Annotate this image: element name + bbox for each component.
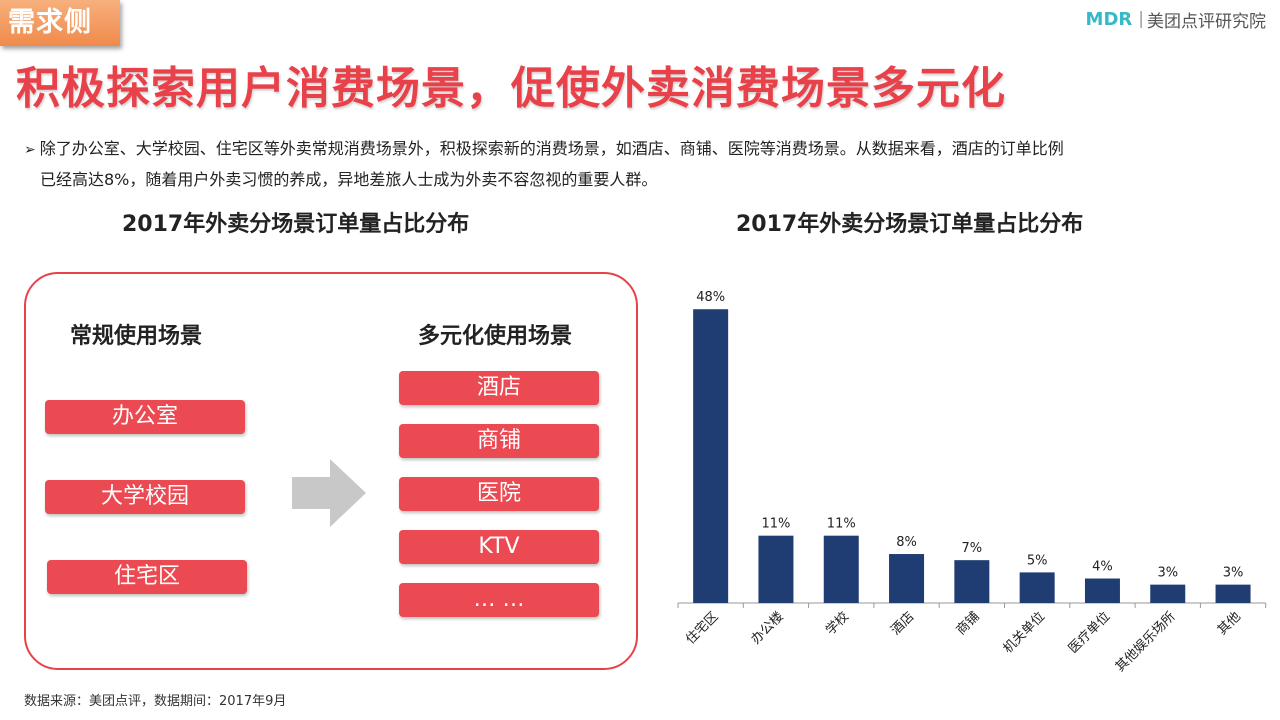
data-label-2: 11% xyxy=(827,517,856,532)
section-tag: 需求侧 xyxy=(0,0,120,46)
data-label-4: 7% xyxy=(962,541,983,556)
bar-1 xyxy=(758,535,794,603)
data-label-8: 3% xyxy=(1223,566,1244,581)
x-tick-label-7: 其他娱乐场所 xyxy=(1113,609,1179,675)
right-arrow-icon xyxy=(292,459,366,527)
regular-item-residential: 住宅区 xyxy=(47,560,247,594)
x-tick-label-6: 医疗单位 xyxy=(1066,609,1113,656)
x-tick-label-8: 其他 xyxy=(1215,609,1244,638)
bar-4 xyxy=(954,560,990,603)
description-line-2: 已经高达8%，随着用户外卖习惯的养成，异地差旅人士成为外卖不容忽视的重要人群。 xyxy=(40,170,658,189)
diverse-item-shop: 商铺 xyxy=(399,424,599,458)
bar-2 xyxy=(823,535,859,603)
bar-8 xyxy=(1215,584,1251,603)
logo-text: 美团点评研究院 xyxy=(1147,11,1266,32)
description-line-1: 除了办公室、大学校园、住宅区等外卖常规消费场景外，积极探索新的消费场景，如酒店、… xyxy=(39,139,1064,158)
regular-item-campus: 大学校园 xyxy=(45,480,245,514)
x-tick-label-4: 商铺 xyxy=(954,609,983,638)
diverse-item-more: … … xyxy=(399,583,599,617)
scenario-bar-chart: 48% 住宅区 11% 办公楼 11% 学校 8% 酒店 7% 商铺 5% 机关单位 4% 医疗单位 3% 其… xyxy=(677,290,1267,675)
bar-0 xyxy=(693,309,729,603)
data-label-1: 11% xyxy=(761,517,790,532)
logo-separator: | xyxy=(1138,9,1144,29)
data-label-3: 8% xyxy=(896,535,917,550)
diverse-item-ktv: KTV xyxy=(399,530,599,564)
x-tick-label-2: 学校 xyxy=(822,609,852,639)
x-tick-label-5: 机关单位 xyxy=(1001,609,1048,656)
data-source-note: 数据来源：美团点评，数据期间：2017年9月 xyxy=(24,694,287,709)
regular-scenarios-heading: 常规使用场景 xyxy=(70,324,203,349)
diverse-item-hospital: 医院 xyxy=(399,477,599,511)
bullet-icon: ➢ xyxy=(24,142,36,158)
diverse-scenarios-heading: 多元化使用场景 xyxy=(418,324,573,349)
x-tick-label-0: 住宅区 xyxy=(683,609,721,647)
x-tick-label-3: 酒店 xyxy=(888,609,917,638)
data-label-6: 4% xyxy=(1092,560,1113,575)
left-panel-title: 2017年外卖分场景订单量占比分布 xyxy=(122,212,470,237)
bar-5 xyxy=(1019,572,1055,603)
description: ➢ 除了办公室、大学校园、住宅区等外卖常规消费场景外，积极探索新的消费场景，如酒店… xyxy=(24,134,1254,194)
brand-logo: MDR | 美团点评研究院 xyxy=(1086,6,1266,32)
diverse-item-hotel: 酒店 xyxy=(399,371,599,405)
bar-6 xyxy=(1084,578,1120,603)
data-label-7: 3% xyxy=(1157,566,1178,581)
data-label-5: 5% xyxy=(1027,553,1048,568)
x-tick-label-1: 办公楼 xyxy=(749,609,787,647)
data-label-0: 48% xyxy=(696,290,725,305)
bar-7 xyxy=(1150,584,1186,603)
bar-3 xyxy=(889,554,925,603)
page-title: 积极探索用户消费场景，促使外卖消费场景多元化 xyxy=(16,63,1006,114)
logo-mark: MDR xyxy=(1085,8,1133,30)
chart-title: 2017年外卖分场景订单量占比分布 xyxy=(736,212,1084,237)
regular-item-office: 办公室 xyxy=(45,400,245,434)
